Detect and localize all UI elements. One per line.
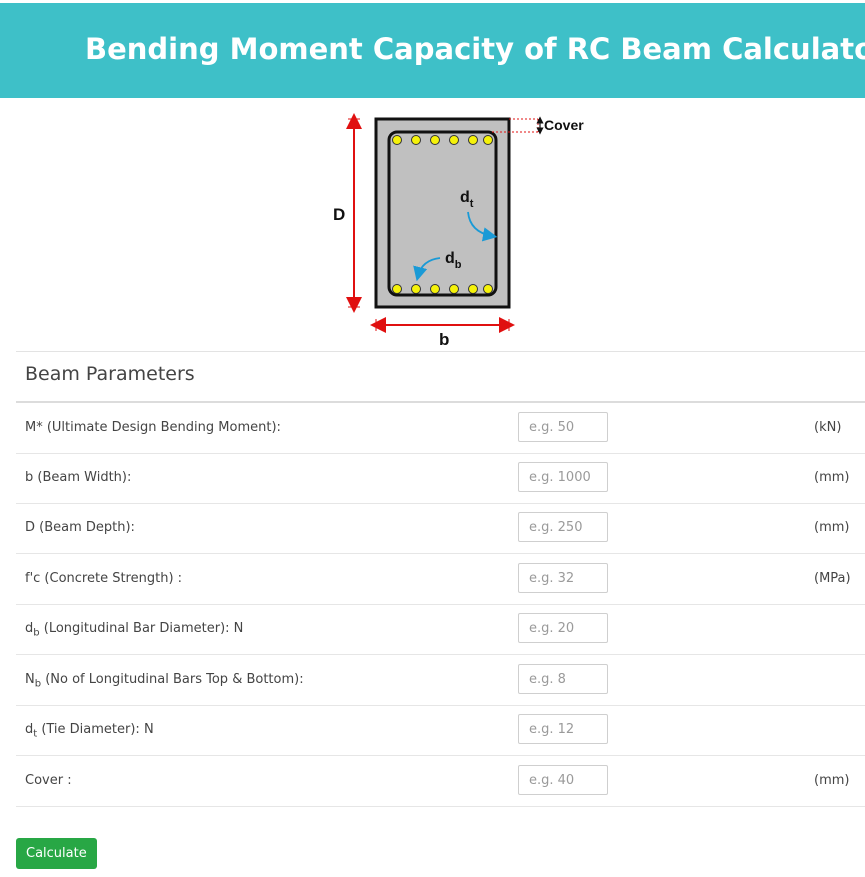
dt-arrow <box>467 211 498 242</box>
form-row-bar-count: Nb (No of Longitudinal Bars Top & Bottom… <box>16 655 865 706</box>
beam-diagram-svg: Cover D b dt db <box>333 113 584 349</box>
beam-depth-input[interactable] <box>518 512 608 542</box>
beam-depth-unit: (mm) <box>814 520 850 535</box>
tie-diameter-input[interactable] <box>518 714 608 744</box>
bar-count-input[interactable] <box>518 664 608 694</box>
moment-label-text: M* (Ultimate Design Bending Moment): <box>25 420 281 435</box>
beam-width-unit: (mm) <box>814 470 850 485</box>
bottom-bars <box>392 284 493 294</box>
cover-unit: (mm) <box>814 773 850 788</box>
moment-input[interactable] <box>518 412 608 442</box>
cover-label: Cover : <box>25 773 72 788</box>
moment-label: M* (Ultimate Design Bending Moment): <box>25 420 281 435</box>
concrete-strength-input[interactable] <box>518 563 608 593</box>
tie-diameter-label-text: d <box>25 722 34 737</box>
form-row-concrete-strength: f'c (Concrete Strength) : (MPa) <box>16 554 865 605</box>
bar-diameter-label-text: d <box>25 621 34 636</box>
beam-width-input[interactable] <box>518 462 608 492</box>
beam-width-label-text: b (Beam Width): <box>25 470 132 485</box>
concrete-strength-unit: (MPa) <box>814 571 851 586</box>
tie-diameter-label: dt (Tie Diameter): N <box>25 722 154 740</box>
top-bars <box>392 135 493 145</box>
dt-label: dt <box>460 189 474 210</box>
bar-count-label: Nb (No of Longitudinal Bars Top & Bottom… <box>25 672 304 690</box>
cover-label-text: Cover : <box>25 773 72 788</box>
section-title-underline <box>16 401 865 403</box>
bar-count-label-subscript: b <box>34 678 42 690</box>
moment-unit: (kN) <box>814 420 842 435</box>
cover-input[interactable] <box>518 765 608 795</box>
bar-diameter-label: db (Longitudinal Bar Diameter): N <box>25 621 243 639</box>
bar-diameter-label-subscript: b <box>33 627 40 639</box>
page-title: Bending Moment Capacity of RC Beam Calcu… <box>85 32 865 66</box>
page-header: Bending Moment Capacity of RC Beam Calcu… <box>0 3 865 98</box>
form-row-cover: Cover : (mm) <box>16 756 865 807</box>
bar-count-label-text: N <box>25 672 35 687</box>
bar-diameter-label-suffix: (Longitudinal Bar Diameter): N <box>39 621 244 636</box>
width-label: b <box>439 330 449 349</box>
beam-section-diagram: Cover D b dt db <box>320 108 600 354</box>
bar-diameter-input[interactable] <box>518 613 608 643</box>
concrete-section <box>374 117 511 309</box>
section-title: Beam Parameters <box>25 363 195 385</box>
tie-stirrup <box>387 130 498 297</box>
form-row-tie-diameter: dt (Tie Diameter): N <box>16 705 865 756</box>
form-row-beam-width: b (Beam Width): (mm) <box>16 453 865 504</box>
concrete-strength-label: f'c (Concrete Strength) : <box>25 571 182 586</box>
form-row-moment: M* (Ultimate Design Bending Moment): (kN) <box>16 403 865 454</box>
depth-label: D <box>333 205 345 224</box>
db-label: db <box>445 250 462 271</box>
form-row-bar-diameter: db (Longitudinal Bar Diameter): N <box>16 604 865 655</box>
bar-count-label-suffix: (No of Longitudinal Bars Top & Bottom): <box>41 672 304 687</box>
beam-depth-label-text: D (Beam Depth): <box>25 520 135 535</box>
db-arrow <box>413 257 441 282</box>
section-divider <box>16 351 865 352</box>
beam-width-label: b (Beam Width): <box>25 470 131 485</box>
tie-diameter-label-suffix: (Tie Diameter): N <box>37 722 154 737</box>
calculate-button[interactable]: Calculate <box>16 838 97 869</box>
concrete-strength-label-text: f'c (Concrete Strength) : <box>25 571 183 586</box>
cover-label: Cover <box>544 117 584 133</box>
form-row-beam-depth: D (Beam Depth): (mm) <box>16 503 865 554</box>
beam-depth-label: D (Beam Depth): <box>25 520 135 535</box>
tie-diameter-label-subscript: t <box>33 728 38 740</box>
